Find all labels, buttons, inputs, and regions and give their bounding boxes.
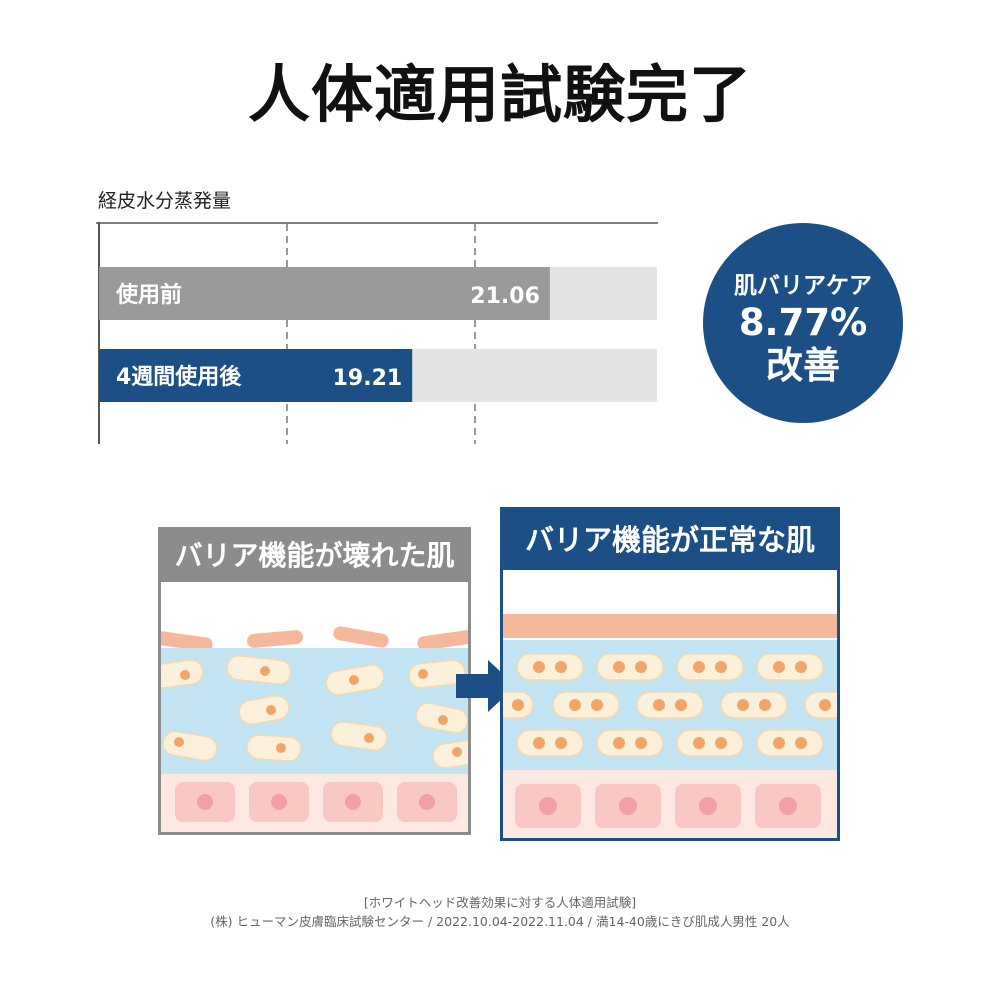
- bar-category-label-after: 4週間使用後: [116, 364, 242, 390]
- scattered-cells: [161, 655, 468, 769]
- chart-axis-label: 経皮水分蒸発量: [98, 190, 232, 212]
- bar-before: [99, 267, 550, 320]
- panel-damaged-skin: バリア機能が壊れた肌: [158, 527, 471, 835]
- footnote-study-title: [ホワイトヘッド改善効果に対する人体適用試験]: [363, 895, 637, 910]
- panel-healthy-title: バリア機能が正常な肌: [503, 510, 837, 570]
- skin-flake: [247, 630, 303, 648]
- aligned-cells: [503, 653, 837, 757]
- tewl-bar-chart: 使用前 4週間使用後 21.06 19.21: [96, 222, 658, 444]
- panel-healthy-skin: バリア機能が正常な肌: [500, 507, 840, 841]
- healthy-skin-illustration: [503, 570, 837, 838]
- base-cells: [175, 782, 457, 822]
- skin-flake: [333, 626, 389, 648]
- page-title: 人体適用試験完了: [247, 58, 752, 131]
- skin-barrier-layer: [503, 614, 837, 638]
- improvement-badge: 肌バリアケア 8.77% 改善: [703, 223, 903, 423]
- panel-damaged-title: バリア機能が壊れた肌: [161, 530, 468, 582]
- footnote: [ホワイトヘッド改善効果に対する人体適用試験] (株) ヒューマン皮膚臨床試験セ…: [0, 893, 1000, 931]
- bar-value-label-before: 21.06: [470, 284, 540, 309]
- badge-line3: 改善: [766, 344, 840, 387]
- skin-flake: [417, 629, 468, 651]
- base-cells: [515, 784, 821, 828]
- bar-value-label-after: 19.21: [333, 366, 403, 391]
- skin-flake: [161, 630, 213, 652]
- damaged-skin-illustration: [161, 582, 468, 832]
- badge-line1: 肌バリアケア: [734, 273, 872, 299]
- badge-percentage: 8.77%: [738, 301, 868, 344]
- footnote-study-details: (株) ヒューマン皮膚臨床試験センター / 2022.10.04-2022.11…: [210, 914, 790, 929]
- bar-category-label-before: 使用前: [115, 282, 182, 308]
- bar-after: [99, 349, 413, 402]
